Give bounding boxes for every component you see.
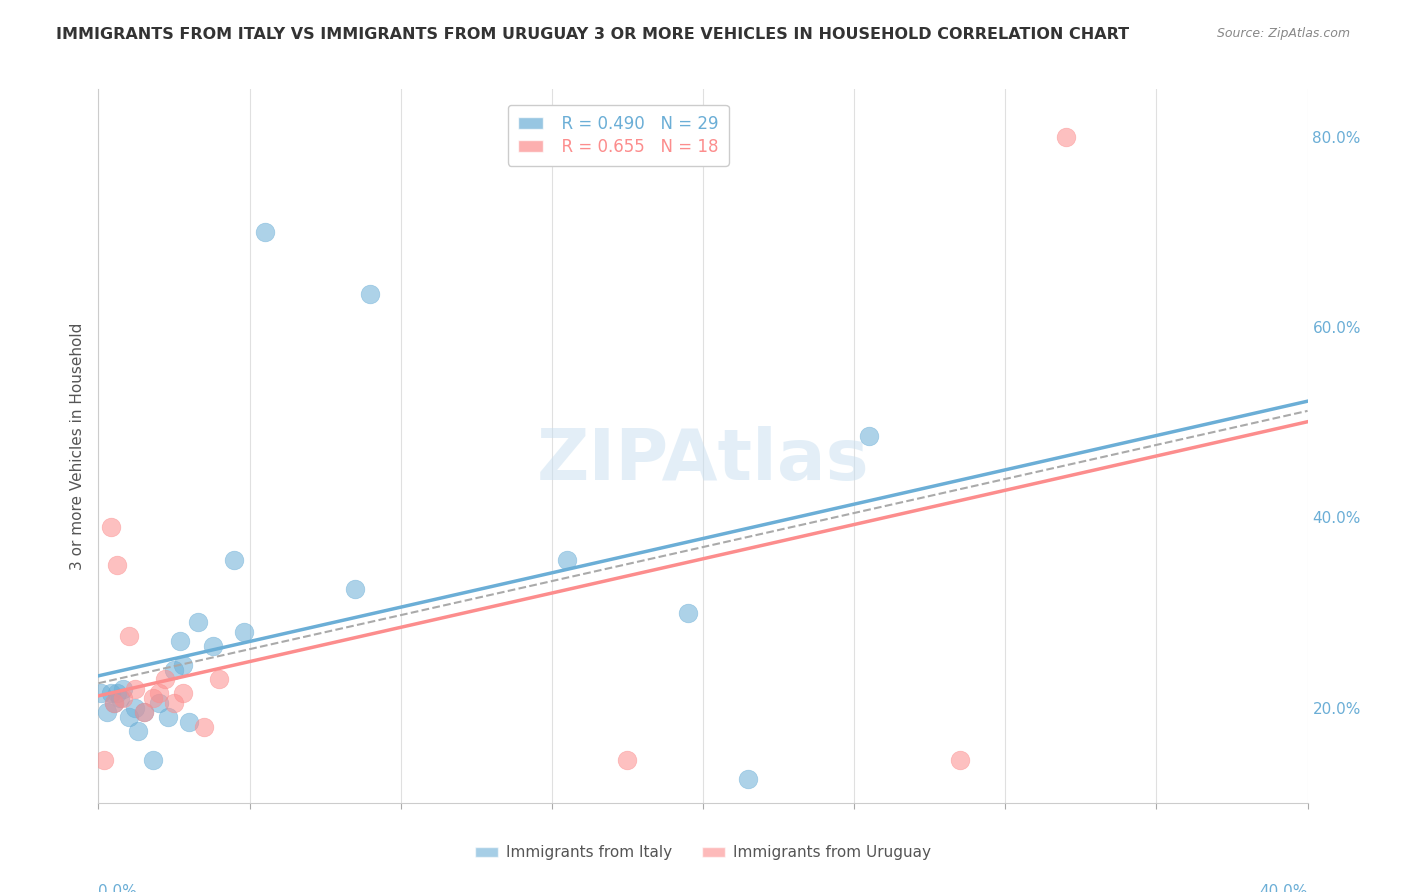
Point [108,691,131,706]
Point [737,772,759,786]
Point [148,696,170,710]
Point [90,686,112,700]
Point [360,286,382,301]
Point [858,429,880,443]
Point [142,753,165,767]
Point [202,639,225,653]
Point [132,706,155,720]
Y-axis label: 3 or more Vehicles in Household: 3 or more Vehicles in Household [69,322,84,570]
Point [616,753,638,767]
Point [124,700,146,714]
Point [132,706,155,720]
Point [100,686,122,700]
Point [163,696,186,710]
Point [124,681,146,696]
Point [96,706,118,720]
Point [179,714,201,729]
Point [127,724,149,739]
Point [103,696,125,710]
Text: IMMIGRANTS FROM ITALY VS IMMIGRANTS FROM URUGUAY 3 OR MORE VEHICLES IN HOUSEHOLD: IMMIGRANTS FROM ITALY VS IMMIGRANTS FROM… [56,27,1129,42]
Point [93,753,115,767]
Point [103,696,125,710]
Point [142,691,165,706]
Point [111,681,134,696]
Point [187,615,209,629]
Point [224,553,246,567]
Point [100,520,122,534]
Point [118,629,141,643]
Point [105,558,128,572]
Text: 0.0%: 0.0% [98,884,138,892]
Legend:   R = 0.490   N = 29,   R = 0.655   N = 18: R = 0.490 N = 29, R = 0.655 N = 18 [508,104,728,166]
Point [172,686,194,700]
Point [253,225,276,239]
Point [118,710,141,724]
Text: Source: ZipAtlas.com: Source: ZipAtlas.com [1216,27,1350,40]
Point [676,606,699,620]
Point [153,672,176,686]
Text: ZIPAtlas: ZIPAtlas [537,425,869,495]
Legend: Immigrants from Italy, Immigrants from Uruguay: Immigrants from Italy, Immigrants from U… [470,839,936,866]
Point [949,753,972,767]
Point [148,686,170,700]
Point [111,691,134,706]
Point [232,624,254,639]
Point [344,582,367,596]
Point [208,672,231,686]
Point [193,720,215,734]
Point [163,663,186,677]
Point [555,553,578,567]
Point [172,657,194,672]
Point [169,634,191,648]
Text: 40.0%: 40.0% [1260,884,1308,892]
Point [1054,129,1077,144]
Point [105,686,128,700]
Point [156,710,179,724]
